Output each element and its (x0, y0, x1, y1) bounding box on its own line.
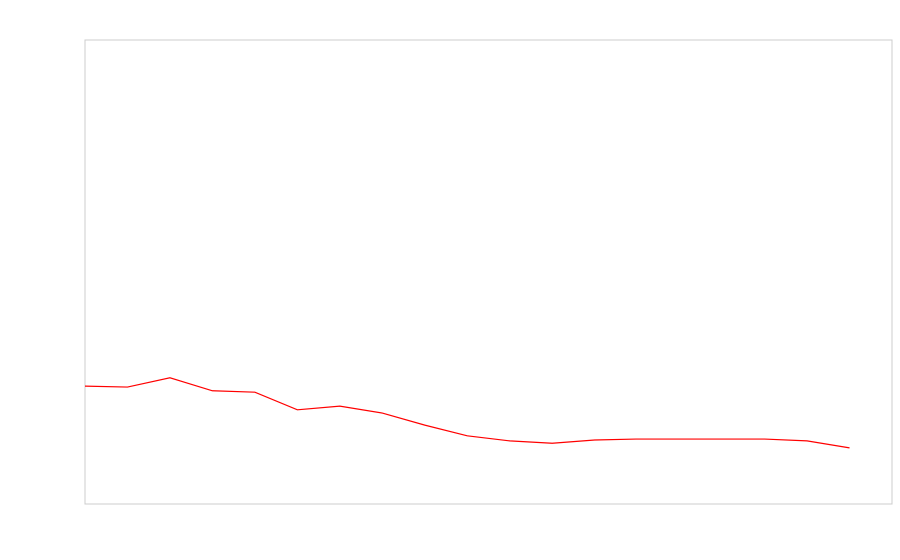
plot-area (84, 39, 893, 505)
line (84, 377, 850, 449)
